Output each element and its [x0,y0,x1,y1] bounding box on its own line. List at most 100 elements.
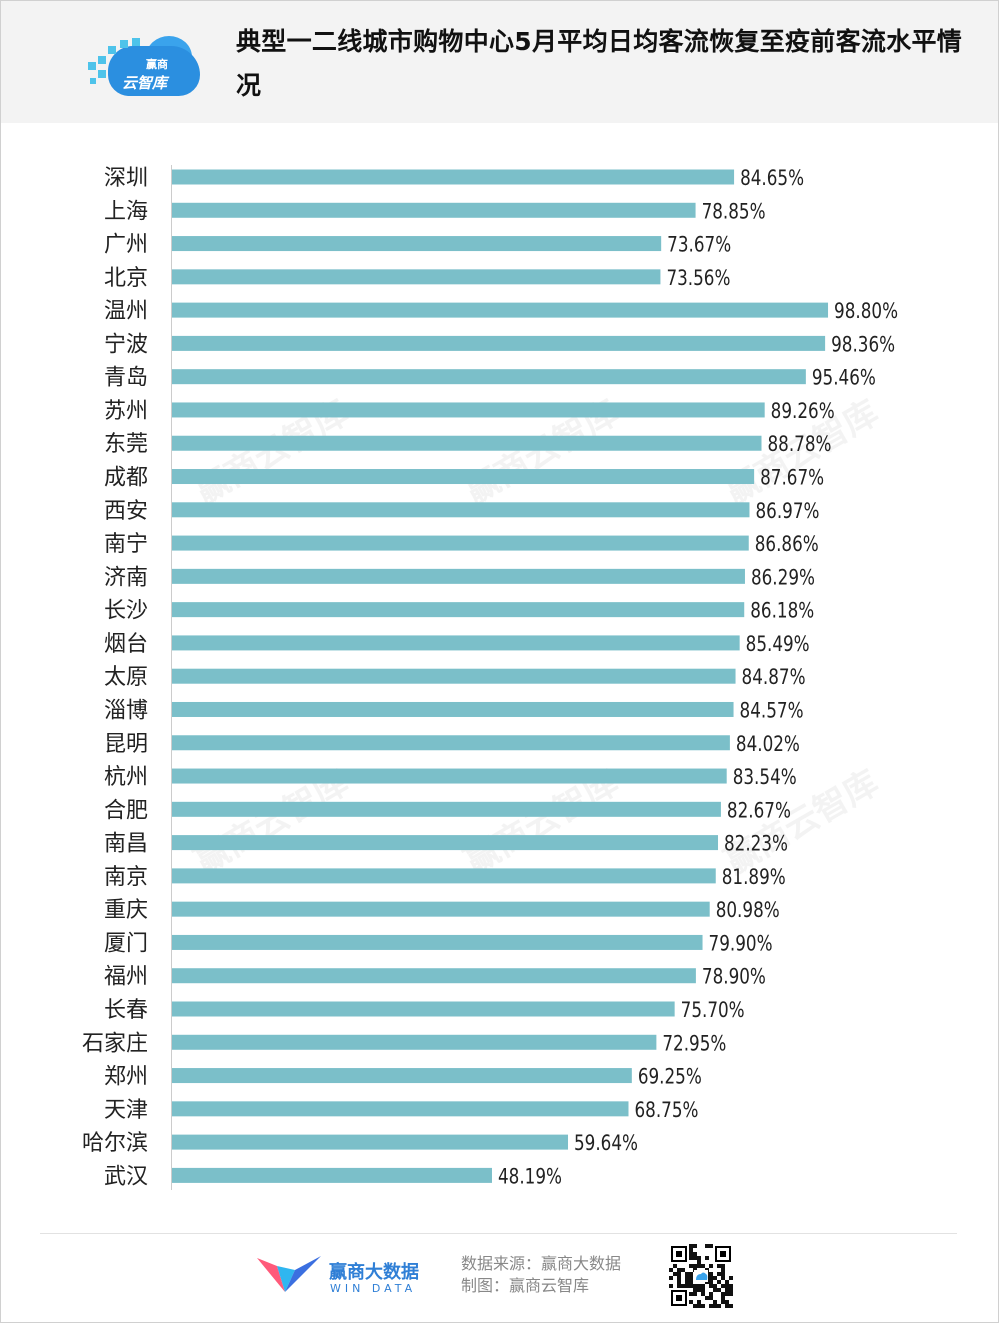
value-label: 98.80% [834,299,898,323]
value-label: 86.29% [751,565,815,589]
brand-name: 赢商大数据 [329,1262,419,1283]
yunzhiku-logo: 赢商 云智库 [86,34,204,104]
value-label: 59.64% [574,1131,638,1155]
bar [172,835,719,851]
value-label: 80.98% [716,898,780,922]
value-label: 73.67% [667,233,731,257]
category-label: 宁波 [104,332,148,357]
category-label: 福州 [104,965,148,990]
bar [172,568,745,584]
bar [172,701,734,717]
category-label: 哈尔滨 [82,1131,148,1156]
category-label: 石家庄 [82,1031,148,1056]
chart-area: 赢商云智库 赢商云智库 赢商云智库 赢商云智库 赢商云智库 赢商云智库 深圳 84… [0,125,999,1220]
bar-chart: 深圳 84.65% 上海 78.85% 广州 73.67% 北京 73.56% 温州 98.80%… [82,166,898,1189]
bar [172,635,740,651]
bar [172,934,703,950]
bar [172,868,716,884]
value-label: 84.57% [740,698,804,722]
category-label: 南京 [104,865,148,890]
value-label: 48.19% [498,1164,562,1188]
category-label: 上海 [104,199,148,224]
bar [172,335,826,351]
bar [172,1001,675,1017]
logo-main-text: 云智库 [122,74,168,92]
bar [172,735,730,751]
value-label: 84.02% [736,732,800,756]
data-source-text: 数据来源：赢商大数据 [461,1254,622,1273]
value-label: 86.97% [755,499,819,523]
value-label: 95.46% [812,366,876,390]
bar [172,369,806,385]
category-label: 淄博 [104,698,148,723]
value-label: 84.65% [740,166,804,190]
category-label: 厦门 [104,931,148,956]
value-label: 89.26% [771,399,835,423]
category-label: 广州 [104,233,148,258]
value-label: 78.85% [702,199,766,223]
category-label: 天津 [104,1098,148,1123]
bar [172,1167,492,1183]
bar [172,968,696,984]
value-label: 68.75% [635,1098,699,1122]
category-label: 杭州 [104,765,148,790]
category-label: 青岛 [104,366,148,391]
bar [172,269,661,285]
source-note: 数据来源：赢商大数据 制图：赢商云智库 [461,1253,621,1297]
value-label: 78.90% [702,965,766,989]
category-label: 昆明 [104,732,148,757]
category-label: 合肥 [104,798,148,823]
bar [172,768,727,784]
category-label: 成都 [104,466,148,491]
bar [172,901,710,917]
category-label: 东莞 [104,432,148,457]
value-label: 84.87% [742,665,806,689]
logo-top-text: 赢商 [146,58,168,71]
bar [172,668,736,684]
category-label: 温州 [104,299,148,324]
category-label: 北京 [104,266,148,291]
category-label: 西安 [104,499,148,524]
bar [172,469,755,485]
value-label: 81.89% [722,865,786,889]
category-label: 深圳 [104,166,148,191]
category-label: 郑州 [104,1065,148,1090]
bar [172,302,829,318]
bar [172,535,749,551]
value-label: 82.67% [727,798,791,822]
category-label: 济南 [104,565,148,590]
value-label: 75.70% [681,998,745,1022]
winshang-brand: 赢商大数据 WIN DATA [255,1252,445,1302]
bar [172,801,721,817]
category-axis-line [171,165,172,1190]
value-label: 88.78% [767,432,831,456]
value-label: 72.95% [662,1031,726,1055]
bar [172,169,735,185]
bar [172,402,765,418]
bar [172,1034,657,1050]
value-label: 79.90% [709,931,773,955]
value-label: 69.25% [638,1065,702,1089]
value-label: 86.86% [755,532,819,556]
winshang-logo-icon [257,1256,321,1292]
brand-name-en: WIN DATA [330,1282,417,1295]
value-label: 98.36% [831,332,895,356]
value-label: 82.23% [724,832,788,856]
producer-text: 制图：赢商云智库 [461,1276,590,1295]
value-label: 83.54% [733,765,797,789]
footer-divider [40,1233,957,1234]
category-label: 武汉 [104,1164,148,1189]
bar [172,602,745,618]
category-label: 太原 [104,665,148,690]
bar [172,1134,569,1150]
bar [172,202,696,218]
value-label: 87.67% [760,466,824,490]
category-label: 烟台 [104,632,148,657]
category-label: 苏州 [104,399,148,424]
bar [172,1101,629,1117]
chart-title: 典型一二线城市购物中心5月平均日均客流恢复至疫前客流水平情况 [236,27,963,100]
category-label: 长春 [104,998,148,1023]
category-label: 长沙 [104,599,148,624]
value-label: 86.18% [750,599,814,623]
category-label: 重庆 [104,898,148,923]
